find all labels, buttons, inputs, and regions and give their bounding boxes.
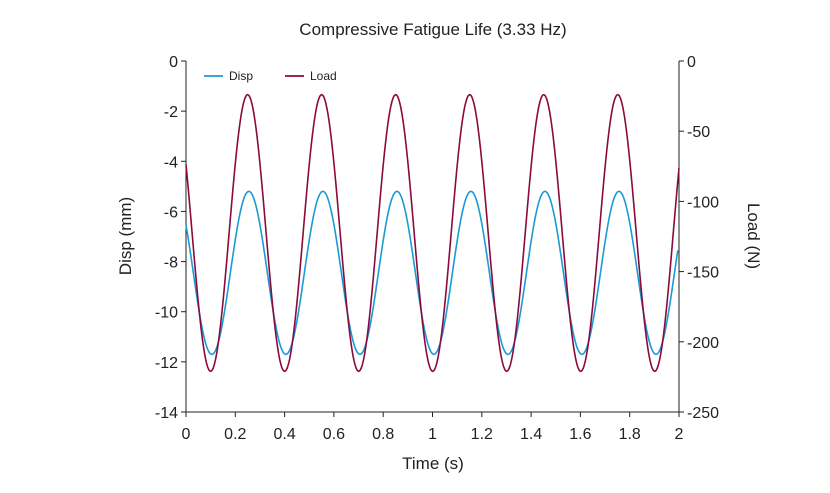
x-tick-label: 1.2 — [471, 426, 493, 443]
x-tick-label: 1.8 — [619, 426, 641, 443]
y-right-tick-label: 0 — [687, 54, 696, 71]
series-line-load — [185, 93, 680, 373]
x-tick-label: 1.6 — [569, 426, 591, 443]
x-tick-label: 0 — [182, 426, 191, 443]
x-tick-label: 0.6 — [323, 426, 345, 443]
y-right-tick-label: -50 — [687, 124, 710, 141]
y-axis-left-title: Disp (mm) — [116, 197, 135, 275]
x-tick-label: 2 — [675, 426, 684, 443]
x-tick-label: 1 — [428, 426, 437, 443]
y-left-tick-label: 0 — [169, 54, 178, 71]
y-right-tick-label: -200 — [687, 335, 719, 352]
legend-label-load: Load — [310, 69, 337, 83]
y-left-tick-label: -14 — [155, 405, 178, 422]
plot-area — [185, 61, 680, 413]
y-left-tick-label: -12 — [155, 355, 178, 372]
x-tick-label: 0.2 — [224, 426, 246, 443]
y-axis-right: 0 -50 -100 -150 -200 -250 — [679, 54, 719, 422]
series-line-disp — [185, 190, 679, 356]
x-tick-label: 0.8 — [372, 426, 394, 443]
y-axis-left: 0 -2 -4 -6 -8 -10 -12 -14 — [155, 54, 186, 422]
y-axis-right-title: Load (N) — [744, 203, 763, 269]
chart-title: Compressive Fatigue Life (3.33 Hz) — [299, 20, 566, 39]
legend: Disp Load — [204, 69, 337, 83]
x-tick-label: 0.4 — [273, 426, 295, 443]
series-lines — [185, 93, 680, 373]
y-right-tick-label: -250 — [687, 405, 719, 422]
y-left-tick-label: -6 — [164, 204, 178, 221]
y-right-tick-label: -150 — [687, 265, 719, 282]
x-axis: 0 0.2 0.4 0.6 0.8 1 1.2 1.4 1.6 1.8 2 — [182, 412, 684, 443]
y-right-tick-label: -100 — [687, 194, 719, 211]
y-left-tick-label: -2 — [164, 104, 178, 121]
x-axis-title: Time (s) — [402, 454, 464, 473]
legend-label-disp: Disp — [229, 69, 253, 83]
y-left-tick-label: -4 — [164, 154, 178, 171]
y-left-tick-label: -8 — [164, 255, 178, 272]
x-tick-label: 1.4 — [520, 426, 542, 443]
y-left-tick-label: -10 — [155, 305, 178, 322]
